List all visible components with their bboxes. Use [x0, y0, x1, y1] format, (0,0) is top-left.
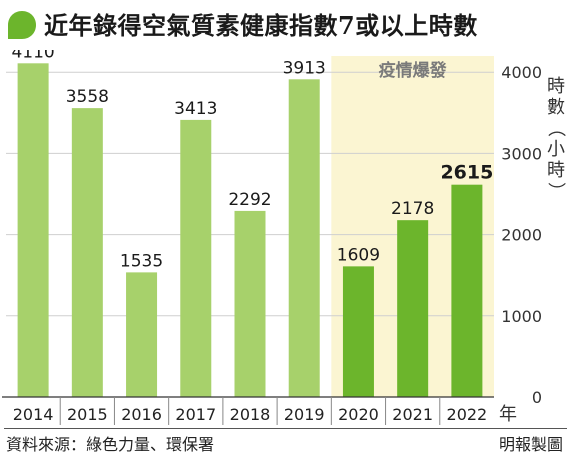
y-axis-label-char: ）: [545, 182, 566, 200]
x-tick-label: 2017: [175, 405, 216, 424]
title-bar: 近年錄得空氣質素健康指數7或以上時數: [0, 0, 571, 50]
y-tick-label: 3000: [501, 144, 542, 163]
speech-bubble-icon: [8, 11, 36, 39]
x-tick-label: 2018: [230, 405, 271, 424]
x-tick-label: 2022: [447, 405, 488, 424]
bar-2020: [342, 266, 374, 397]
bar-2018: [234, 210, 266, 397]
data-label-2022: 2615: [440, 162, 493, 184]
data-label-2021: 2178: [391, 199, 434, 219]
bar-2016: [126, 272, 158, 397]
data-label-2017: 3413: [174, 99, 217, 119]
x-tick-label: 2016: [121, 405, 162, 424]
y-axis-label-char: （: [545, 119, 566, 137]
data-label-2016: 1535: [120, 251, 163, 271]
x-axis-label: 年: [499, 404, 517, 425]
y-axis-label-char: 小: [547, 139, 565, 160]
data-label-2019: 3913: [283, 58, 326, 78]
bar-2021: [397, 220, 429, 397]
chart-title: 近年錄得空氣質素健康指數7或以上時數: [44, 11, 478, 40]
bar-2017: [180, 119, 212, 397]
credit-label: 明報製圖: [498, 435, 563, 454]
data-label-2015: 3558: [66, 87, 109, 107]
y-tick-label: 4000: [501, 63, 542, 82]
bar-2014: [17, 63, 49, 398]
y-axis-label-char: 數: [547, 97, 565, 118]
x-tick-label: 2015: [67, 405, 108, 424]
bar-2022: [451, 184, 483, 397]
bar-2015: [71, 108, 103, 398]
x-tick-label: 2021: [392, 405, 433, 424]
x-tick-label: 2020: [338, 405, 379, 424]
y-axis-label-char: 時: [547, 76, 565, 97]
footer-divider: [4, 428, 567, 429]
y-tick-label: 1000: [501, 307, 542, 326]
x-tick-label: 2019: [284, 405, 325, 424]
bar-chart: 疫情爆發 4110 3558 1535 3413 2292 3913 1609 2178 2615…: [2, 50, 566, 425]
bar-2019: [288, 79, 320, 397]
y-tick-label: 0: [532, 388, 542, 407]
data-label-2020: 1609: [337, 245, 380, 265]
data-label-2014: 4110: [11, 50, 54, 62]
data-label-2018: 2292: [228, 190, 271, 210]
x-tick-label: 2014: [13, 405, 54, 424]
highlight-band-label: 疫情爆發: [379, 60, 447, 81]
y-tick-label: 2000: [501, 226, 542, 245]
source-note: 資料來源：綠色力量、環保署: [6, 435, 215, 454]
y-axis-label-char: 時: [547, 160, 565, 181]
